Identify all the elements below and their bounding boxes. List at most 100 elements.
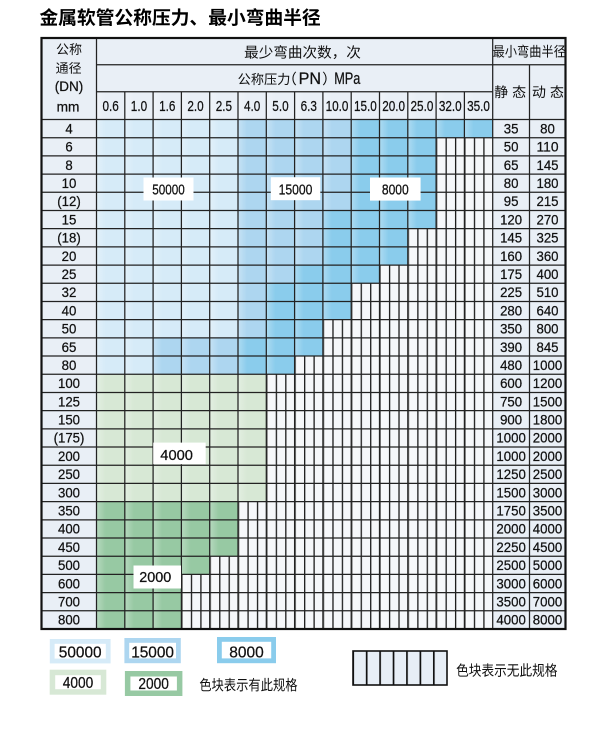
svg-text:600: 600	[500, 376, 522, 392]
svg-text:350: 350	[58, 504, 80, 520]
svg-text:400: 400	[537, 267, 559, 283]
svg-text:510: 510	[537, 285, 559, 301]
svg-text:2500: 2500	[496, 558, 526, 574]
svg-text:180: 180	[537, 176, 559, 192]
svg-text:120: 120	[500, 212, 522, 228]
svg-text:15000: 15000	[279, 182, 313, 198]
svg-text:270: 270	[537, 212, 559, 228]
svg-text:600: 600	[58, 576, 80, 592]
svg-text:450: 450	[58, 540, 80, 556]
svg-text:1.6: 1.6	[159, 98, 175, 115]
svg-text:25: 25	[62, 267, 77, 283]
svg-text:360: 360	[537, 249, 559, 265]
svg-text:280: 280	[500, 303, 522, 319]
svg-text:800: 800	[58, 613, 80, 629]
svg-text:(12): (12)	[57, 194, 81, 210]
svg-text:4000: 4000	[496, 613, 526, 629]
svg-text:1200: 1200	[533, 376, 563, 392]
svg-text:4500: 4500	[533, 540, 563, 556]
svg-text:1800: 1800	[533, 413, 563, 429]
svg-text:325: 325	[537, 231, 559, 247]
svg-text:2000: 2000	[138, 676, 169, 693]
svg-text:20.0: 20.0	[382, 98, 405, 115]
svg-text:6000: 6000	[533, 576, 563, 592]
svg-text:4: 4	[65, 121, 72, 137]
svg-text:5000: 5000	[533, 558, 563, 574]
svg-text:7000: 7000	[533, 595, 563, 611]
svg-text:20: 20	[62, 249, 77, 265]
svg-text:175: 175	[500, 267, 522, 283]
svg-text:110: 110	[537, 140, 559, 156]
svg-text:0.6: 0.6	[103, 98, 119, 115]
svg-text:50000: 50000	[152, 182, 185, 198]
svg-text:150: 150	[58, 413, 80, 429]
svg-text:1500: 1500	[533, 394, 563, 410]
svg-text:35.0: 35.0	[467, 98, 490, 115]
svg-text:(DN): (DN)	[55, 79, 84, 94]
svg-text:8000: 8000	[382, 183, 409, 199]
svg-text:8: 8	[65, 158, 72, 174]
svg-text:mm: mm	[57, 99, 80, 115]
svg-text:50: 50	[504, 140, 519, 156]
svg-text:8000: 8000	[533, 613, 563, 629]
svg-text:145: 145	[537, 158, 559, 174]
svg-text:2.0: 2.0	[187, 98, 203, 115]
svg-text:35: 35	[504, 121, 519, 137]
svg-text:32.0: 32.0	[439, 98, 462, 115]
svg-text:2000: 2000	[533, 449, 563, 465]
svg-text:80: 80	[62, 358, 77, 374]
svg-text:2000: 2000	[533, 431, 563, 447]
svg-text:700: 700	[58, 595, 80, 611]
svg-text:3000: 3000	[496, 576, 526, 592]
svg-text:15: 15	[62, 212, 77, 228]
svg-text:1750: 1750	[496, 504, 526, 520]
svg-text:900: 900	[500, 413, 522, 429]
svg-text:3500: 3500	[533, 504, 563, 520]
svg-text:1000: 1000	[533, 358, 563, 374]
svg-text:800: 800	[537, 322, 559, 338]
svg-text:1250: 1250	[496, 467, 526, 483]
svg-text:4000: 4000	[533, 522, 563, 538]
svg-text:480: 480	[500, 358, 522, 374]
svg-text:65: 65	[504, 158, 519, 174]
svg-text:95: 95	[504, 194, 519, 210]
svg-text:845: 845	[537, 340, 559, 356]
svg-text:PN: PN	[299, 69, 321, 88]
svg-text:40: 40	[62, 303, 77, 319]
svg-text:10: 10	[62, 176, 77, 192]
svg-text:10.0: 10.0	[326, 98, 349, 115]
svg-text:65: 65	[62, 340, 77, 356]
svg-text:15000: 15000	[131, 645, 174, 662]
svg-text:200: 200	[58, 449, 80, 465]
svg-text:1500: 1500	[496, 485, 526, 501]
svg-text:50: 50	[62, 322, 77, 338]
svg-text:400: 400	[58, 522, 80, 538]
svg-text:250: 250	[58, 467, 80, 483]
svg-text:(18): (18)	[57, 231, 81, 247]
svg-text:1000: 1000	[496, 431, 526, 447]
svg-text:3000: 3000	[533, 485, 563, 501]
svg-text:4000: 4000	[160, 448, 193, 464]
svg-text:2250: 2250	[496, 540, 526, 556]
svg-text:350: 350	[500, 322, 522, 338]
svg-text:6.3: 6.3	[301, 98, 317, 115]
svg-text:100: 100	[58, 376, 80, 392]
svg-text:390: 390	[500, 340, 522, 356]
svg-text:15.0: 15.0	[354, 98, 377, 115]
svg-text:80: 80	[504, 176, 519, 192]
svg-text:6: 6	[65, 140, 72, 156]
svg-text:2.5: 2.5	[216, 98, 232, 115]
svg-text:MPa: MPa	[334, 69, 361, 88]
svg-text:3500: 3500	[496, 595, 526, 611]
svg-text:125: 125	[58, 394, 80, 410]
svg-text:80: 80	[540, 121, 555, 137]
svg-text:2500: 2500	[533, 467, 563, 483]
svg-text:215: 215	[537, 194, 559, 210]
svg-text:25.0: 25.0	[411, 98, 434, 115]
svg-text:4.0: 4.0	[244, 98, 260, 115]
svg-text:5.0: 5.0	[272, 98, 288, 115]
svg-text:500: 500	[58, 558, 80, 574]
svg-text:8000: 8000	[229, 645, 264, 662]
svg-text:145: 145	[500, 231, 522, 247]
svg-text:(175): (175)	[54, 431, 85, 447]
